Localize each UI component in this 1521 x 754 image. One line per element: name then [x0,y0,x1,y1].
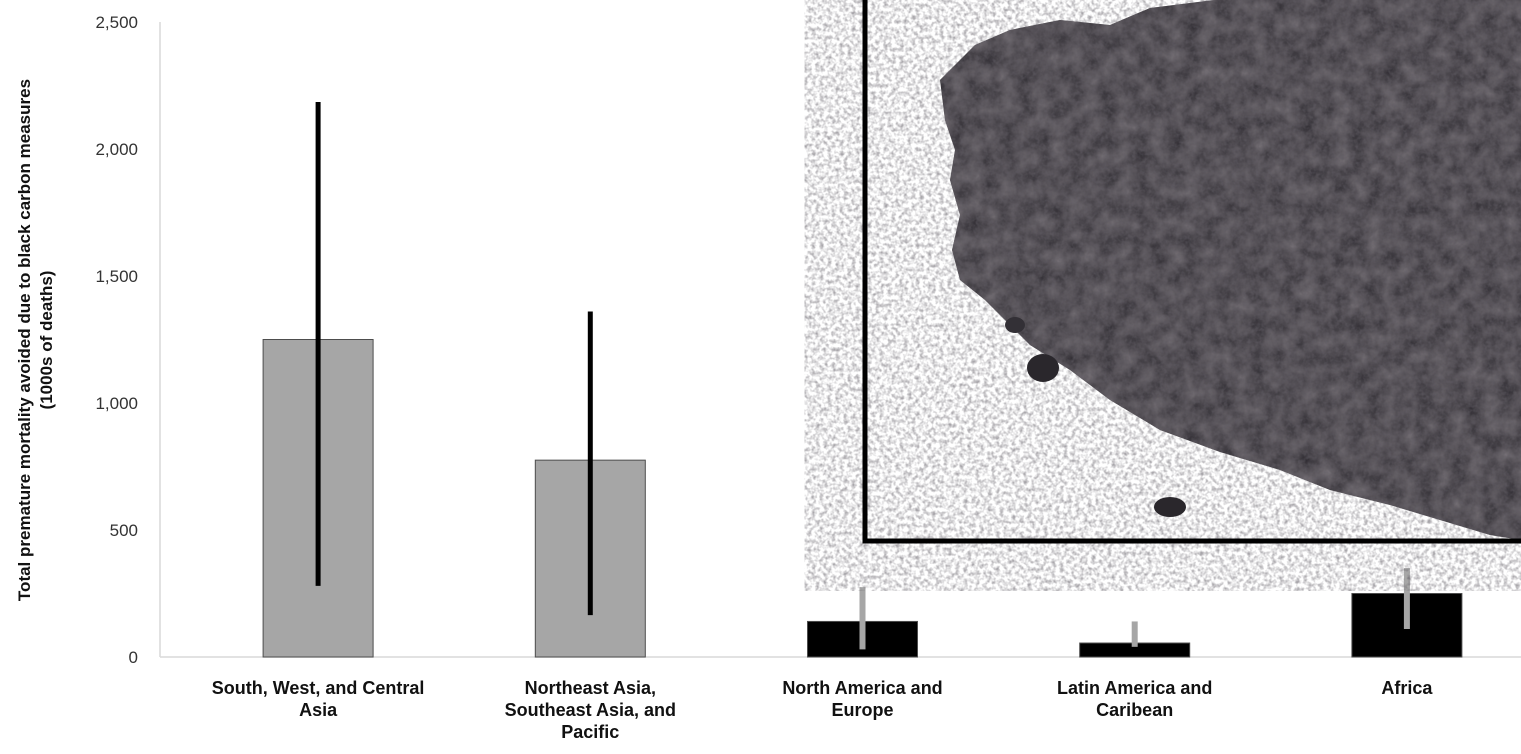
error-bars [315,102,1410,650]
black-carbon-photo-inset [862,0,1521,544]
x-category-label: Southeast Asia, and [505,700,676,720]
x-category-label: South, West, and Central [212,678,425,698]
x-category-label: Asia [299,700,338,720]
y-tick-label: 0 [129,648,138,667]
y-tick-label: 500 [110,521,138,540]
y-axis-title: Total premature mortality avoided due to… [15,79,56,601]
powder-clump [1154,497,1186,517]
axes: 0 500 1,000 1,500 2,000 2,500 [95,13,1521,667]
x-category-label: Africa [1381,678,1433,698]
x-category-label: Northeast Asia, [525,678,656,698]
y-tick-label: 1,500 [95,267,138,286]
y-tick-label: 2,500 [95,13,138,32]
powder-clump [1027,354,1059,382]
x-category-label: North America and [782,678,942,698]
x-category-label: Caribean [1096,700,1173,720]
y-tick-label: 1,000 [95,394,138,413]
powder-specks [870,0,1521,537]
x-category-label: Pacific [561,722,619,742]
y-axis-title-line: Total premature mortality avoided due to… [15,79,34,601]
y-tick-label: 2,000 [95,140,138,159]
inset-frame [862,0,1521,544]
powder-clump [1005,317,1025,333]
x-category-label: Europe [831,700,893,720]
x-category-label: Latin America and [1057,678,1212,698]
y-axis-title-line: (1000s of deaths) [37,271,56,410]
